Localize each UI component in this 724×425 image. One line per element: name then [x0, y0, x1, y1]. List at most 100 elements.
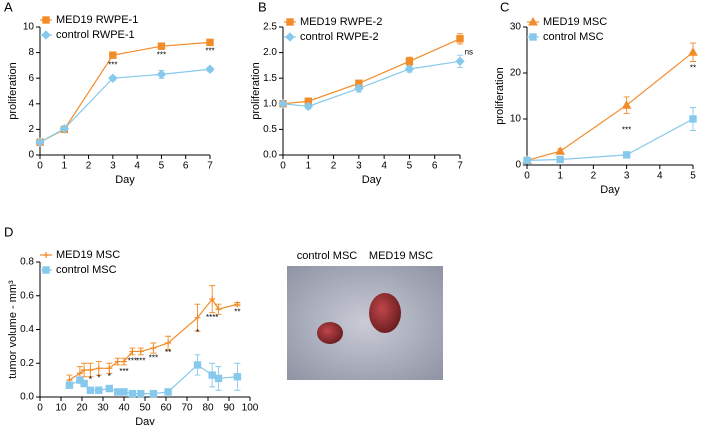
x-axis-title: Day [115, 174, 135, 186]
marker [234, 301, 241, 308]
legend-label: control RWPE-2 [300, 31, 379, 43]
x-tick-label: 6 [432, 161, 438, 172]
y-tick-label: 0.8 [20, 257, 34, 268]
x-tick-label: 50 [139, 403, 151, 414]
y-tick-label: 6 [28, 73, 34, 84]
series-line [69, 298, 238, 381]
series-line [526, 51, 694, 161]
marker [114, 388, 122, 396]
annotation: ** [690, 64, 696, 73]
marker [164, 388, 172, 396]
annotation: *** [119, 367, 128, 376]
marker [95, 365, 102, 372]
x-tick-label: 60 [160, 403, 172, 414]
chart: A 0 1 2 3 4 5 6 7 0 2 4 6 8 10 Day proliferation MED19 RW… [4, 0, 215, 186]
marker [35, 137, 45, 147]
legend-label: MED19 MSC [543, 16, 607, 28]
x-tick-label: 6 [183, 161, 189, 172]
x-tick-label: 3 [624, 171, 630, 182]
y-tick-label: 0.5 [263, 124, 277, 135]
marker [208, 371, 216, 379]
marker [157, 42, 166, 50]
x-axis-title: Day [362, 174, 382, 186]
marker [87, 367, 94, 373]
x-tick-label: 1 [557, 171, 563, 182]
marker [59, 124, 69, 134]
marker [114, 358, 121, 365]
annotation: *** [157, 50, 166, 59]
chart: B 0 1 2 3 4 5 6 7 0.0 0.5 1.0 1.5 2.0 2.5 Day proliferat… [250, 0, 473, 186]
legend-label: control RWPE-1 [56, 29, 135, 41]
y-axis-title: proliferation [494, 67, 506, 124]
marker [404, 64, 415, 74]
marker [303, 101, 313, 112]
annotation: * [89, 375, 92, 384]
marker [120, 388, 128, 396]
chart: D 0 10 20 30 40 50 60 70 80 90 100 0.0 0.2 0.4 0.6 0.8 Da… [4, 224, 259, 425]
marker [194, 314, 201, 321]
x-tick-label: 3 [356, 161, 362, 172]
series-line [282, 38, 461, 105]
y-axis-title: proliferation [250, 62, 262, 119]
annotation: *** [622, 126, 631, 135]
x-axis-title: Day [600, 184, 620, 196]
x-tick-label: 70 [181, 403, 193, 414]
marker [65, 381, 74, 389]
panel-label: A [4, 0, 13, 14]
annotation: ** [165, 348, 171, 357]
annotation: *** [205, 46, 214, 55]
annotation: ns [465, 48, 473, 57]
marker [405, 57, 414, 66]
marker [121, 358, 127, 365]
annotation: *** [149, 353, 158, 362]
x-tick-label: 0 [37, 403, 43, 414]
photo-label: control MSC [297, 250, 358, 262]
marker [149, 389, 158, 398]
marker [622, 151, 631, 159]
x-tick-label: 100 [242, 403, 259, 414]
legend-marker [529, 33, 537, 41]
marker [556, 155, 564, 164]
marker [621, 100, 632, 109]
x-tick-label: 2 [86, 161, 92, 172]
x-tick-label: 0 [280, 161, 286, 172]
y-tick-label: 2 [28, 124, 34, 135]
marker [354, 83, 364, 94]
marker [95, 386, 103, 394]
y-tick-label: 1.5 [263, 73, 277, 84]
y-tick-label: 0.4 [20, 324, 34, 335]
x-tick-label: 5 [690, 171, 696, 182]
marker [108, 73, 118, 83]
x-tick-label: 2 [331, 161, 337, 172]
legend-label: MED19 RWPE-2 [300, 16, 382, 28]
photo-label: MED19 MSC [369, 250, 433, 262]
y-tick-label: 0.0 [263, 150, 277, 161]
marker [523, 156, 531, 165]
x-tick-label: 20 [76, 403, 88, 414]
marker [456, 35, 464, 43]
marker [109, 51, 117, 59]
marker [156, 69, 167, 80]
x-tick-label: 4 [381, 161, 387, 172]
marker [209, 296, 216, 303]
marker [278, 99, 288, 109]
x-tick-label: 90 [223, 403, 235, 414]
legend-marker [42, 16, 50, 24]
panel-label: C [500, 0, 509, 14]
x-tick-label: 5 [159, 161, 165, 172]
y-axis-title: proliferation [7, 62, 19, 119]
x-tick-label: 30 [97, 403, 109, 414]
y-tick-label: 1.0 [263, 98, 277, 109]
tumor [369, 293, 401, 333]
marker [81, 367, 88, 373]
marker [76, 370, 83, 377]
legend-marker [528, 16, 538, 26]
panel-label: B [258, 0, 267, 14]
annotation: **** [206, 313, 218, 322]
marker [129, 348, 136, 355]
y-tick-label: 0 [515, 160, 521, 171]
marker [455, 56, 465, 67]
marker [688, 47, 698, 56]
x-tick-label: 1 [306, 161, 312, 172]
marker [106, 365, 113, 372]
